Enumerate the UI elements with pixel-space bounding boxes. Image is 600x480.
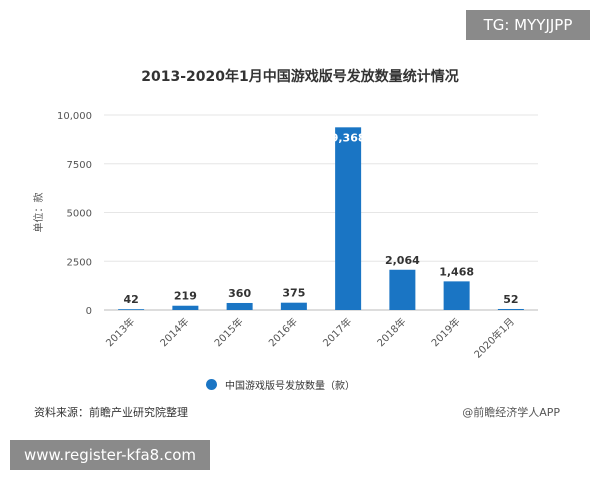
- y-tick-label: 2500: [67, 257, 92, 268]
- y-tick-label: 10,000: [57, 111, 92, 122]
- data-label: 52: [503, 293, 518, 306]
- bar: [118, 309, 145, 310]
- x-tick-label: 2020年1月: [471, 315, 517, 361]
- y-axis-label: 单位：款: [32, 193, 45, 233]
- credit: @前瞻经济学人APP: [462, 406, 560, 419]
- bar: [389, 269, 416, 310]
- bar: [443, 281, 470, 310]
- bar: [280, 302, 307, 310]
- y-tick-label: 0: [86, 306, 92, 317]
- chart-title: 2013-2020年1月中国游戏版号发放数量统计情况: [141, 69, 459, 85]
- x-tick-label: 2018年: [374, 315, 408, 349]
- x-tick-label: 2013年: [103, 315, 137, 349]
- source-note: 资料来源：前瞻产业研究院整理: [34, 406, 188, 419]
- x-tick-label: 2016年: [266, 315, 300, 349]
- data-label: 2,064: [385, 254, 420, 267]
- y-tick-label: 7500: [67, 160, 92, 171]
- x-tick-label: 2014年: [157, 315, 191, 349]
- watermark-top: TG: MYYJJPP: [466, 10, 590, 40]
- data-label: 9,368: [331, 131, 366, 144]
- bar: [226, 302, 253, 310]
- bar: [172, 305, 199, 310]
- bar-chart: 0 2500 5000 7500 10,000 单位：款 42 2013年 219 2014年 36…: [32, 111, 538, 361]
- bar: [497, 308, 524, 310]
- y-tick-label: 5000: [67, 209, 92, 220]
- data-label: 219: [174, 290, 197, 303]
- data-label: 375: [282, 287, 305, 300]
- legend: 中国游戏版号发放数量（款）: [206, 377, 355, 392]
- watermark-bottom: www.register-kfa8.com: [10, 440, 210, 470]
- data-label: 360: [228, 287, 251, 300]
- bar: [335, 127, 362, 310]
- legend-label: 中国游戏版号发放数量（款）: [225, 381, 355, 392]
- legend-swatch: [206, 379, 217, 390]
- x-tick-label: 2019年: [428, 315, 462, 349]
- x-tick-label: 2015年: [211, 315, 245, 349]
- x-tick-label: 2017年: [320, 315, 354, 349]
- data-label: 1,468: [439, 265, 474, 278]
- data-label: 42: [123, 293, 138, 306]
